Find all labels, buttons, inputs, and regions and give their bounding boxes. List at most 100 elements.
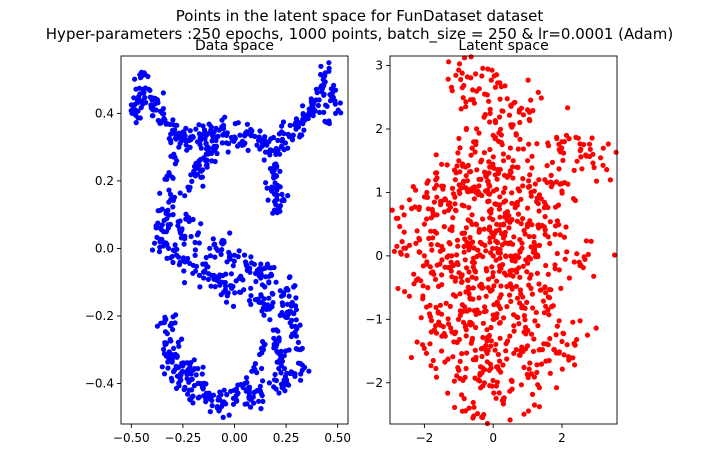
scatter-point: [232, 121, 238, 127]
scatter-point: [327, 98, 334, 104]
scatter-point: [497, 335, 503, 341]
scatter-point: [509, 190, 515, 196]
scatter-point: [327, 92, 333, 98]
scatter-point: [428, 228, 434, 234]
y-tick-label: 0.0: [95, 241, 114, 255]
scatter-point: [513, 283, 520, 289]
scatter-point: [460, 95, 466, 101]
scatter-point: [187, 260, 193, 266]
scatter-point: [461, 243, 467, 250]
scatter-point: [531, 239, 537, 245]
scatter-points: [389, 54, 619, 427]
x-tick-label: 2: [558, 431, 566, 445]
scatter-point: [523, 331, 529, 337]
scatter-point: [462, 257, 468, 263]
scatter-point: [509, 286, 515, 292]
scatter-point: [309, 102, 315, 108]
scatter-point: [486, 333, 492, 339]
scatter-point: [463, 365, 469, 372]
scatter-point: [467, 97, 474, 103]
scatter-point: [463, 289, 469, 295]
scatter-point: [508, 102, 514, 108]
scatter-point: [515, 211, 522, 217]
scatter-point: [244, 401, 250, 407]
scatter-point: [496, 227, 502, 233]
y-tick-label: 3: [375, 59, 383, 73]
scatter-point: [479, 157, 485, 163]
scatter-point: [489, 67, 495, 73]
scatter-point: [498, 283, 504, 289]
scatter-point: [292, 283, 298, 289]
scatter-point: [452, 331, 458, 337]
scatter-point: [246, 384, 253, 390]
scatter-point: [251, 261, 257, 267]
scatter-point: [503, 272, 509, 278]
scatter-point: [546, 357, 552, 364]
scatter-point: [518, 221, 524, 227]
scatter-point: [228, 134, 234, 141]
x-tick-label: 0.25: [273, 431, 300, 445]
scatter-point: [509, 377, 515, 384]
scatter-point: [488, 324, 494, 331]
scatter-point: [172, 242, 178, 248]
scatter-point: [298, 377, 304, 383]
scatter-point: [197, 167, 203, 173]
scatter-point: [268, 265, 274, 271]
scatter-point: [418, 278, 424, 284]
scatter-point: [502, 233, 508, 239]
scatter-point: [168, 375, 174, 381]
scatter-point: [192, 268, 199, 274]
scatter-point: [267, 147, 274, 153]
scatter-point: [489, 264, 495, 270]
scatter-point: [218, 251, 224, 257]
scatter-point: [201, 130, 207, 137]
scatter-point: [290, 132, 296, 138]
scatter-point: [197, 284, 203, 290]
scatter-point: [275, 137, 281, 143]
scatter-point: [315, 102, 321, 109]
scatter-point: [263, 180, 269, 186]
scatter-point: [248, 254, 254, 260]
scatter-point: [442, 359, 448, 365]
scatter-point: [535, 253, 541, 260]
scatter-point: [484, 327, 490, 333]
scatter-point: [332, 98, 338, 104]
scatter-point: [413, 277, 419, 283]
scatter-point: [413, 240, 419, 246]
scatter-point: [301, 127, 307, 133]
scatter-point: [477, 378, 483, 384]
scatter-point: [216, 408, 222, 414]
scatter-point: [471, 260, 477, 266]
scatter-point: [487, 106, 493, 112]
scatter-point: [196, 272, 202, 278]
scatter-point: [270, 300, 276, 306]
scatter-point: [277, 312, 283, 318]
scatter-point: [421, 253, 427, 259]
scatter-point: [492, 84, 498, 90]
scatter-point: [448, 264, 454, 270]
scatter-point: [447, 303, 453, 309]
scatter-point: [511, 328, 517, 334]
scatter-point: [519, 245, 525, 251]
scatter-point: [498, 84, 504, 90]
scatter-point: [189, 387, 195, 393]
scatter-point: [561, 139, 568, 145]
scatter-point: [455, 316, 462, 322]
scatter-point: [170, 204, 176, 210]
scatter-point: [487, 146, 493, 153]
scatter-point: [487, 191, 493, 197]
scatter-point: [161, 351, 167, 357]
scatter-point: [491, 390, 497, 396]
scatter-point: [157, 225, 163, 231]
scatter-point: [526, 366, 532, 372]
scatter-point: [518, 105, 525, 111]
scatter-point: [535, 323, 541, 329]
scatter-point: [538, 361, 545, 367]
scatter-point: [133, 120, 139, 126]
scatter-point: [586, 141, 593, 147]
scatter-point: [162, 340, 168, 346]
scatter-point: [150, 95, 156, 101]
scatter-point: [459, 351, 465, 357]
scatter-point: [178, 235, 184, 241]
scatter-point: [496, 130, 502, 136]
